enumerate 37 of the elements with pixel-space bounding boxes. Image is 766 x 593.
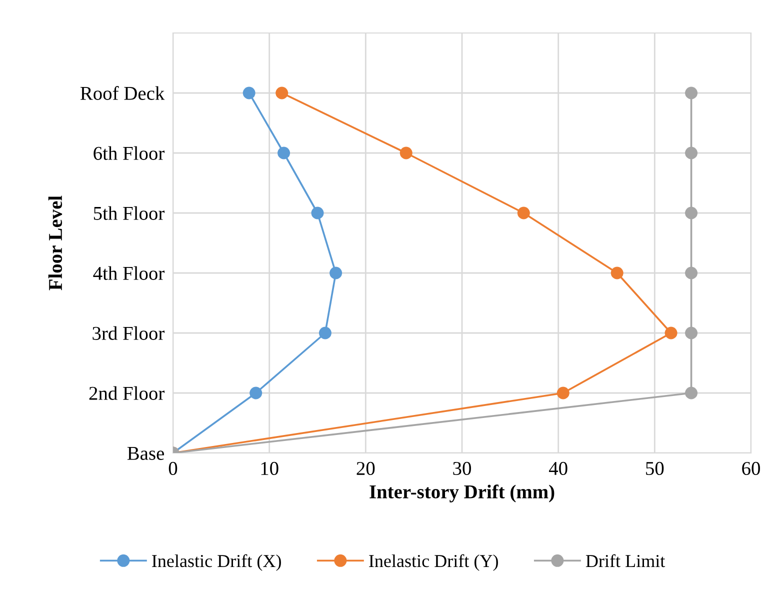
point — [517, 206, 530, 220]
point — [276, 86, 288, 100]
point — [685, 266, 698, 280]
legend-label: Inelastic Drift (Y) — [369, 554, 498, 571]
x-tick-label: 20 — [356, 462, 375, 476]
point — [685, 206, 698, 220]
y-tick-label: Roof Deck — [80, 86, 165, 100]
x-axis-title: Inter-story Drift (mm) — [370, 484, 554, 502]
y-tick-label: 2nd Floor — [89, 386, 164, 400]
point — [250, 386, 262, 400]
y-tick-label: 6th Floor — [94, 146, 164, 160]
point — [685, 86, 698, 100]
x-tick-label: 30 — [453, 462, 471, 476]
y-axis-title: Floor Level — [48, 196, 62, 290]
x-tick-label: 10 — [261, 462, 278, 476]
point — [664, 326, 678, 340]
point — [610, 266, 624, 280]
legend-label: Inelastic Drift (X) — [152, 554, 281, 571]
point — [685, 146, 698, 160]
x-tick-label: 50 — [646, 462, 664, 476]
x-tick-label: 60 — [742, 462, 760, 476]
legend-label: Drift Limit — [586, 554, 666, 568]
point — [318, 326, 332, 340]
x-tick-label: 0 — [168, 462, 178, 476]
y-tick-label: 4th Floor — [93, 266, 164, 280]
point — [556, 386, 570, 400]
point — [685, 326, 698, 340]
y-tick-label: 3rd Floor — [92, 326, 164, 340]
y-tick-label: 5th Floor — [94, 206, 164, 220]
point — [400, 146, 412, 160]
y-tick-label: Base — [127, 447, 164, 460]
point — [311, 206, 324, 220]
point — [242, 86, 256, 100]
point — [685, 386, 698, 400]
x-tick-label: 40 — [548, 462, 568, 476]
point — [330, 266, 342, 280]
point — [278, 146, 290, 160]
